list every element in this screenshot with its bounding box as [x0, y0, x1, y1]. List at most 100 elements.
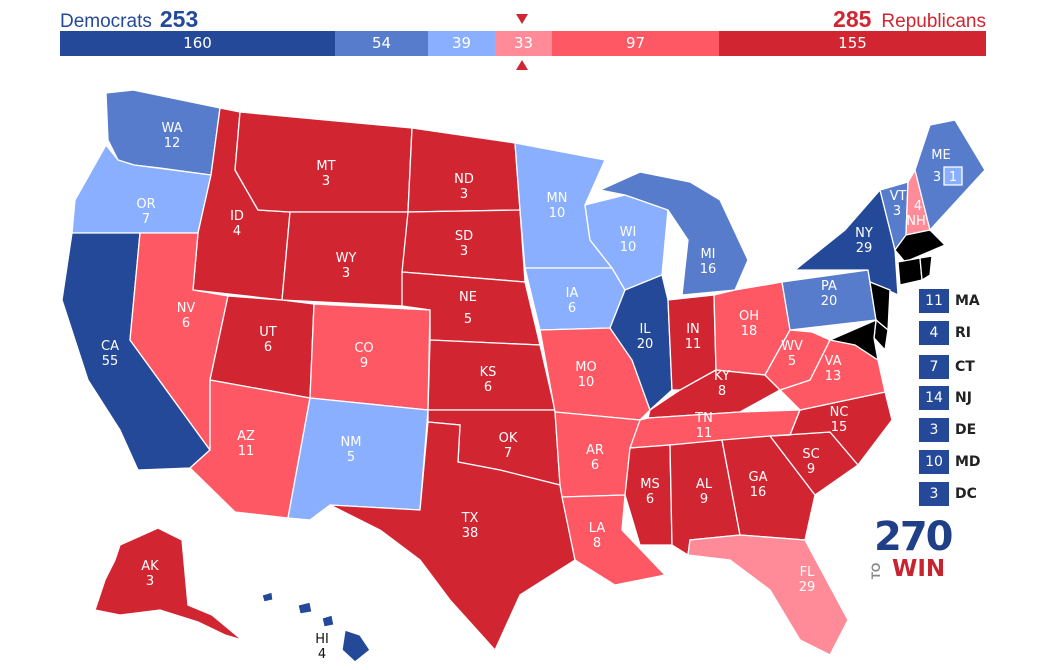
- state-label: KS: [480, 365, 497, 380]
- small-state-row-nj[interactable]: 14 NJ: [919, 386, 1019, 410]
- state-ev: 11: [696, 426, 713, 441]
- state-label: KY: [714, 369, 730, 384]
- svg-text:AK3: AK 3: [141, 559, 159, 589]
- state-label: OR: [136, 197, 155, 212]
- small-state-row-de[interactable]: 3 DE: [919, 418, 1019, 442]
- state-ev: 7: [142, 212, 150, 227]
- state-label: TN: [694, 411, 713, 426]
- state-label: IL: [639, 322, 651, 337]
- small-state-row-dc[interactable]: 3 DC: [919, 482, 1019, 506]
- state-ev: 8: [593, 536, 601, 551]
- small-state-row-md[interactable]: 10 MD: [919, 450, 1019, 474]
- small-state-row-ct[interactable]: 7 CT: [919, 355, 1019, 379]
- state-ev: 29: [856, 241, 873, 256]
- state-label: OK: [499, 431, 518, 446]
- state-RI[interactable]: [919, 255, 933, 282]
- state-ev: 9: [700, 492, 708, 507]
- state-label: NV: [177, 301, 196, 316]
- state-NM[interactable]: [287, 397, 429, 521]
- state-CO[interactable]: [309, 303, 431, 411]
- state-IL[interactable]: [609, 274, 673, 412]
- state-label: MI: [700, 247, 715, 262]
- state-label: NH: [906, 214, 926, 229]
- republicans-label: Republicans: [881, 11, 986, 32]
- bar-segment-tilt-r[interactable]: 33: [495, 31, 552, 56]
- state-label: FL: [800, 565, 815, 580]
- small-state-row-ri[interactable]: 4 RI: [919, 321, 1019, 345]
- svg-text:ID4: ID 4: [230, 209, 244, 239]
- state-FL[interactable]: [687, 534, 849, 656]
- state-label: AL: [696, 477, 713, 492]
- bar-segment-lean-d[interactable]: 39: [428, 31, 495, 56]
- state-ev: 9: [807, 462, 815, 477]
- state-label: CO: [354, 341, 373, 356]
- state-ev: 6: [591, 458, 599, 473]
- svg-text:AR6: AR 6: [586, 443, 604, 473]
- svg-text:VT3: VT 3: [890, 189, 907, 219]
- logo-win: WIN: [892, 556, 946, 582]
- state-label: ID: [230, 209, 244, 224]
- svg-text:OR7: OR 7: [136, 197, 155, 227]
- small-state-abbr: CT: [955, 359, 975, 375]
- state-ev: 6: [182, 316, 190, 331]
- small-state-ev: 10: [919, 450, 949, 474]
- state-label: GA: [749, 470, 768, 485]
- small-state-abbr: RI: [955, 325, 971, 341]
- small-state-row-ma[interactable]: 11 MA: [919, 289, 1019, 313]
- state-ev: 4: [318, 647, 326, 662]
- svg-text:IA6: IA 6: [566, 286, 579, 316]
- bar-segment-likely-r[interactable]: 155: [719, 31, 986, 56]
- state-MD[interactable]: [827, 318, 879, 362]
- state-label: SC: [802, 447, 819, 462]
- state-MS[interactable]: [624, 444, 673, 546]
- small-state-abbr: DE: [955, 422, 977, 438]
- svg-text:ME3: ME 3: [931, 148, 950, 185]
- svg-text:HI4: HI 4: [315, 632, 329, 662]
- democrats-label: Democrats: [60, 11, 152, 32]
- state-ev: 15: [831, 420, 848, 435]
- small-state-abbr: DC: [955, 486, 977, 502]
- tally-header: Democrats 253 285 Republicans 160 54 39 33…: [60, 0, 986, 70]
- state-CT[interactable]: [897, 257, 923, 286]
- state-label: NM: [341, 435, 362, 450]
- state-ev: 20: [637, 337, 654, 352]
- bar-segment-solid-d[interactable]: 160: [60, 31, 335, 56]
- svg-text:OK7: OK 7: [499, 431, 518, 461]
- state-ev: 10: [578, 375, 595, 390]
- state-ev: 8: [718, 384, 726, 399]
- state-ev: 38: [462, 526, 479, 541]
- 270towin-logo[interactable]: 270 TO WIN: [869, 514, 953, 586]
- state-label: HI: [315, 632, 329, 647]
- state-NY[interactable]: [793, 188, 899, 297]
- majority-marker-bottom-icon: [516, 60, 528, 70]
- state-GA[interactable]: [721, 435, 816, 541]
- state-ME-district[interactable]: [943, 166, 963, 186]
- state-label: ND: [454, 172, 474, 187]
- state-label: UT: [259, 325, 277, 340]
- state-label: TX: [461, 511, 479, 526]
- democrats-total: Democrats 253: [60, 6, 198, 33]
- state-ev: 3: [460, 244, 468, 259]
- state-MA[interactable]: [894, 229, 947, 263]
- state-HI[interactable]: [261, 591, 371, 663]
- state-label: NC: [830, 405, 849, 420]
- small-state-ev: 7: [919, 355, 949, 379]
- bar-segment-likely-d[interactable]: 54: [335, 31, 428, 56]
- state-TX[interactable]: [329, 421, 576, 652]
- bar-segment-lean-r[interactable]: 97: [552, 31, 719, 56]
- state-label: VA: [825, 354, 842, 369]
- state-ev: 13: [825, 369, 842, 384]
- state-ev: 9: [360, 356, 368, 371]
- state-ev: 3: [893, 204, 901, 219]
- state-AK[interactable]: [94, 527, 243, 641]
- state-label: WV: [781, 339, 803, 354]
- state-ev: 5: [347, 450, 355, 465]
- svg-text:NE5: NE 5: [459, 290, 477, 327]
- small-state-ev: 11: [919, 289, 949, 313]
